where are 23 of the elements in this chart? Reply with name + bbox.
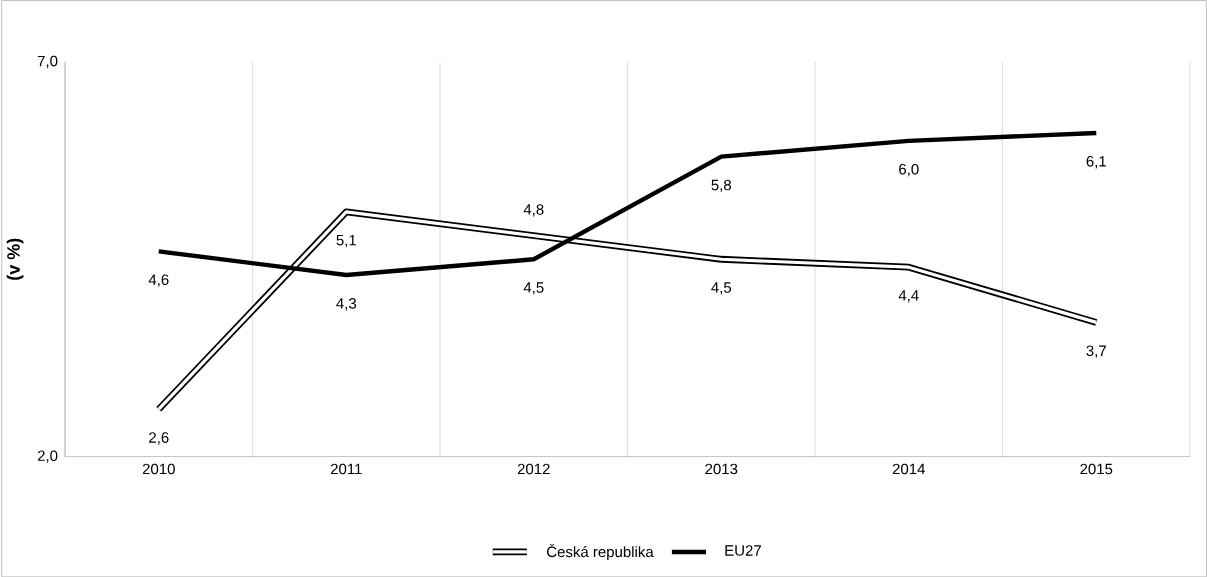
data-label: 4,6 <box>148 274 169 287</box>
data-label: 4,4 <box>898 289 919 303</box>
data-label: 5,8 <box>711 179 732 192</box>
data-label: 6,0 <box>899 163 919 177</box>
x-tick-label: 2012 <box>517 463 550 475</box>
y-tick-label: 7,0 <box>37 55 58 68</box>
data-label: 4,8 <box>523 203 544 217</box>
x-tick-label: 2015 <box>1080 463 1113 475</box>
y-axis-title: (v %) <box>6 238 24 280</box>
x-tick-label: 2013 <box>705 463 738 475</box>
data-label: 4,3 <box>336 297 357 311</box>
data-label: 2,6 <box>149 432 169 445</box>
data-label: 4,5 <box>711 282 732 295</box>
data-label: 5,1 <box>336 234 356 247</box>
data-label: 6,1 <box>1086 155 1106 169</box>
data-label: 3,7 <box>1086 345 1106 358</box>
legend-label: EU27 <box>725 544 761 556</box>
x-tick-label: 2014 <box>892 463 925 475</box>
x-tick-label: 2010 <box>142 463 175 475</box>
y-tick-label: 2,0 <box>37 450 58 463</box>
x-tick-label: 2011 <box>330 463 362 475</box>
data-label: 4,5 <box>523 282 544 295</box>
legend-label: Česká republika <box>547 543 654 560</box>
